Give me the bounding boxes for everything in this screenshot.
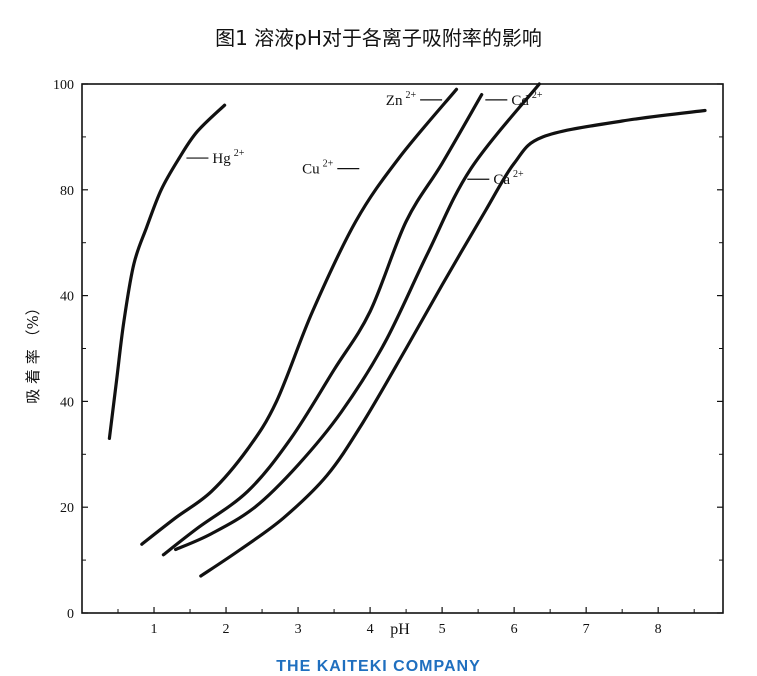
- y-tick-label: 80: [60, 184, 74, 199]
- x-axis-label: pH: [390, 621, 410, 638]
- x-tick-label: 2: [223, 622, 230, 637]
- watermark-text: THE KAITEKI COMPANY: [276, 658, 481, 675]
- series-curves: [107, 82, 707, 578]
- series-line-12: [199, 108, 707, 578]
- y-axis-label: 吸 着 率 （%）: [24, 300, 42, 404]
- x-tick-label: 5: [439, 622, 446, 637]
- curve-label: Ca 2+: [493, 169, 524, 188]
- series-line-9: [107, 103, 227, 440]
- plot-axes: [81, 83, 724, 614]
- y-tick-label: 20: [60, 501, 74, 516]
- series-line-9: [174, 82, 541, 552]
- series-line-9: [140, 87, 459, 546]
- x-tick-label: 3: [295, 622, 302, 637]
- x-tick-label: 4: [367, 622, 374, 637]
- curve-label: Cu 2+: [302, 159, 334, 178]
- chart-title: 图1 溶液pH对于各离子吸附率的影响: [215, 26, 542, 50]
- x-tick-label: 1: [151, 622, 158, 637]
- y-tick-label: 40: [60, 395, 74, 410]
- y-tick-label: 40: [60, 290, 74, 305]
- plot-frame: [81, 83, 724, 614]
- series-line-9: [161, 93, 484, 557]
- curve-label: Cd 2+: [511, 90, 543, 109]
- curve-label: Zn 2+: [386, 90, 417, 109]
- curve-labels: Hg 2+ Cu 2+ Zn 2+ Cd 2+ Ca 2+: [186, 90, 543, 188]
- x-tick-label: 8: [655, 622, 662, 637]
- y-tick-label: 100: [53, 78, 74, 93]
- x-tick-label: 6: [511, 622, 518, 637]
- y-tick-label: 0: [67, 607, 74, 622]
- curve-label: Hg 2+: [212, 148, 244, 167]
- x-tick-label: 7: [583, 622, 590, 637]
